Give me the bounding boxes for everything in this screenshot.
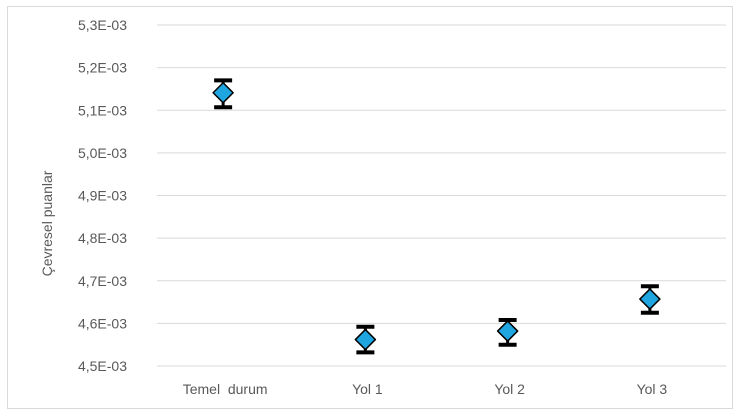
data-markers: [212, 82, 661, 351]
y-tick-label: 5,3E-03: [78, 17, 127, 33]
x-tick-label: Yol 3: [637, 381, 668, 397]
y-tick-label: 5,2E-03: [78, 60, 127, 76]
gridlines: [157, 24, 726, 367]
y-tick-label: 5,1E-03: [78, 102, 127, 118]
y-tick-label: 4,5E-03: [78, 358, 127, 374]
y-axis-title: Çevresel puanlar: [39, 170, 55, 276]
y-tick-label: 4,7E-03: [78, 273, 127, 289]
x-tick-label: Yol 2: [494, 381, 525, 397]
x-tick-labels: Temel durum Yol 1 Yol 2 Yol 3: [183, 381, 668, 397]
y-tick-label: 4,9E-03: [78, 188, 127, 204]
data-point: [212, 82, 234, 104]
data-point: [496, 320, 519, 342]
y-tick-label: 4,6E-03: [78, 315, 127, 331]
y-tick-labels: 4,5E-03 4,6E-03 4,7E-03 4,8E-03 4,9E-03 5,0E-…: [78, 17, 127, 374]
data-point: [354, 328, 377, 351]
x-tick-label: Yol 1: [352, 381, 383, 397]
y-tick-label: 5,0E-03: [78, 145, 127, 161]
error-bars: [214, 78, 659, 355]
data-point: [639, 288, 661, 310]
y-tick-label: 4,8E-03: [78, 230, 127, 246]
x-tick-label: Temel durum: [183, 381, 268, 397]
